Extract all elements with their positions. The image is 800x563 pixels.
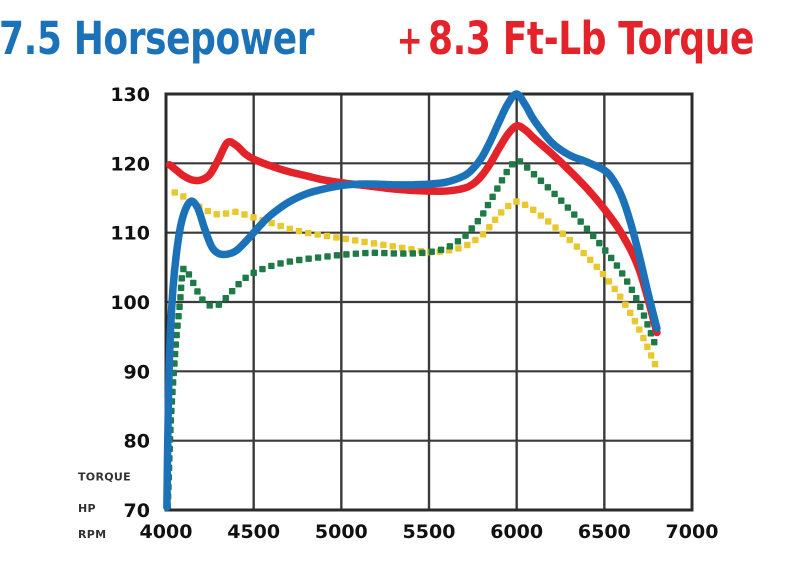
- headline: + 7.5 Horsepower + 8.3 Ft-Lb Torque: [0, 6, 800, 70]
- headline-horsepower: + 7.5 Horsepower: [0, 16, 393, 61]
- headline-torque-text: 8.3 Ft-Lb Torque: [427, 11, 754, 65]
- y-tick-130: 130: [110, 84, 150, 106]
- y-axis-labels: 70 80 90 100 110 120 130: [110, 84, 150, 522]
- y-tick-70: 70: [124, 500, 150, 522]
- plot-frame: [164, 92, 694, 512]
- x-tick-4000: 4000: [140, 521, 193, 543]
- y-tick-110: 110: [110, 223, 150, 245]
- plus-icon-torque: +: [396, 17, 424, 64]
- y-tick-80: 80: [124, 431, 150, 453]
- x-axis-labels: 4000 4500 5000 5500 6000 6500 7000: [140, 521, 719, 543]
- y-tick-100: 100: [110, 292, 150, 314]
- hp-axis-caption: HP: [78, 502, 96, 515]
- y-tick-90: 90: [124, 361, 150, 383]
- data-series: [163, 90, 661, 511]
- series-torque-modified: [165, 122, 661, 337]
- axis-captions: TORQUE HP RPM: [78, 471, 131, 541]
- chart-plot: 70 80 90 100 110 120 130 4000 4500 5000 5500 6000 6…: [0, 70, 800, 563]
- x-tick-7000: 7000: [666, 521, 719, 543]
- series-horsepower-modified: [163, 90, 661, 511]
- torque-axis-caption: TORQUE: [78, 471, 131, 484]
- chart-svg: 70 80 90 100 110 120 130 4000 4500 5000 5500 6000 6…: [78, 84, 719, 543]
- headline-torque: + 8.3 Ft-Lb Torque: [393, 16, 800, 61]
- y-tick-120: 120: [110, 153, 150, 175]
- rpm-axis-caption: RPM: [78, 528, 106, 541]
- x-tick-5000: 5000: [315, 521, 368, 543]
- x-tick-6000: 6000: [490, 521, 543, 543]
- x-tick-4500: 4500: [227, 521, 280, 543]
- headline-hp-text: 7.5 Horsepower: [0, 11, 315, 65]
- x-tick-6500: 6500: [578, 521, 631, 543]
- grid-lines: [166, 94, 692, 510]
- x-tick-5500: 5500: [403, 521, 456, 543]
